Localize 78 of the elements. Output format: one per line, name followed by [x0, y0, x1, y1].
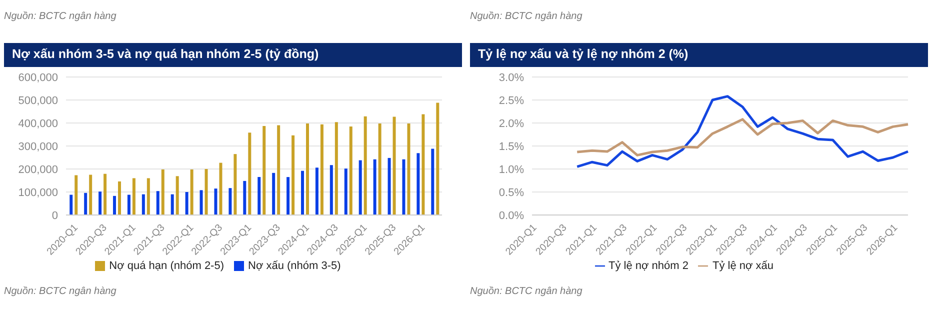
bar: [358, 160, 362, 215]
y-tick-label: 1.0%: [498, 164, 524, 176]
bar: [373, 159, 376, 215]
text: Nguồn: BCTC ngân hàng: [4, 286, 116, 299]
bar: [334, 122, 338, 215]
bar: [431, 148, 434, 215]
y-tick-label: 100,000: [18, 186, 58, 199]
bar: [214, 188, 218, 215]
bar: [306, 123, 309, 215]
bar: [402, 159, 406, 215]
legend-label: Nợ xấu (nhóm 3-5): [248, 260, 341, 272]
bar: [422, 114, 425, 215]
bar: [248, 132, 252, 215]
legend-label: Nợ quá hạn (nhóm 2-5): [109, 260, 224, 272]
line-series: [576, 95, 910, 168]
bar: [262, 126, 266, 215]
legend-label: Tỷ lệ nợ nhóm 2: [608, 260, 688, 272]
y-tick-label: 0: [52, 210, 58, 222]
y-tick-label: 500,000: [18, 94, 58, 107]
bar: [219, 162, 222, 215]
y-tick-label: 1.5%: [498, 140, 524, 153]
bar: [234, 154, 237, 215]
bar: [349, 126, 352, 215]
text: Nguồn: BCTC ngân hàng: [4, 10, 118, 24]
bar: [104, 174, 107, 215]
bar: [277, 125, 280, 215]
y-tick-label: 2.5%: [498, 94, 524, 107]
bar: [200, 190, 203, 215]
bar: [74, 175, 78, 215]
y-tick-label: 0.5%: [498, 186, 524, 199]
bar: [118, 181, 121, 215]
y-tick-label: 0.0%: [498, 210, 524, 222]
bar: [301, 170, 304, 215]
y-tick-label: 300,000: [18, 140, 58, 153]
bar: [176, 176, 179, 215]
bar: [292, 135, 295, 215]
text: Nguồn: BCTC ngân hàng: [470, 10, 584, 24]
bar: [161, 169, 164, 215]
line-series: [576, 118, 910, 156]
y-tick-label: 600,000: [18, 72, 58, 84]
legend-label: Tỷ lệ nợ xấu: [712, 260, 774, 272]
bar: [407, 123, 410, 215]
y-tick-label: 2.0%: [498, 118, 524, 130]
bar: [243, 180, 246, 215]
bar: [132, 178, 136, 215]
bar: [127, 194, 130, 215]
text: Nguồn: BCTC ngân hàng: [470, 286, 582, 299]
bar: [416, 153, 420, 215]
bar: [364, 116, 367, 215]
bar: [170, 194, 174, 215]
bar: [258, 177, 261, 215]
bar: [272, 172, 276, 215]
bar: [436, 102, 440, 215]
bar: [228, 188, 232, 215]
bar: [204, 169, 208, 215]
y-tick-label: 3.0%: [498, 72, 524, 84]
bar: [388, 158, 391, 215]
bar: [70, 194, 73, 215]
bar: [146, 178, 150, 215]
bar: [89, 174, 92, 215]
y-tick-label: 400,000: [18, 118, 58, 130]
bar: [378, 123, 382, 215]
bar: [113, 196, 116, 215]
bar: [185, 192, 188, 215]
bar: [392, 116, 396, 215]
bar: [156, 191, 160, 215]
chart-title: Tỷ lệ nợ xấu và tỷ lệ nợ nhóm 2 (%): [470, 43, 928, 67]
bar: [330, 165, 333, 215]
bar: [142, 194, 145, 215]
bar: [190, 169, 194, 215]
bar: [84, 192, 88, 215]
bar: [286, 177, 290, 215]
y-tick-label: 200,000: [18, 164, 58, 176]
bar: [315, 168, 318, 215]
chart-title: Nợ xấu nhóm 3-5 và nợ quá hạn nhóm 2-5 (tỷ đồng): [4, 43, 462, 67]
bar: [320, 124, 324, 215]
bar: [344, 168, 348, 215]
bar: [98, 192, 102, 215]
